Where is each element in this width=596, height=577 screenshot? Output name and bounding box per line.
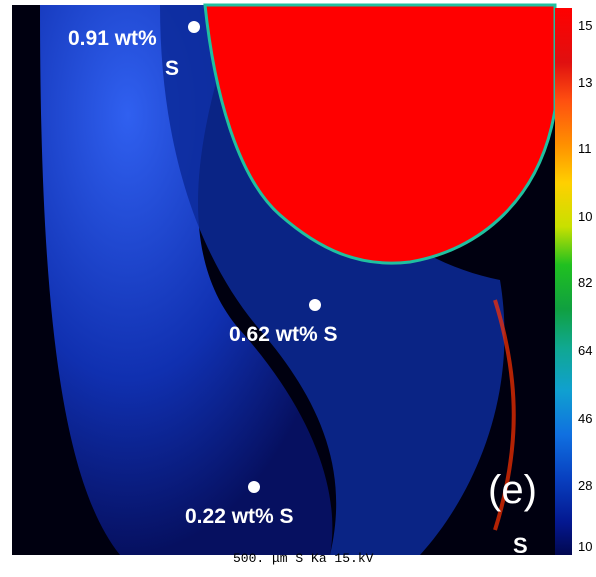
annotation: 0.62 wt% S: [229, 323, 338, 346]
sulfide-vein: [493, 299, 516, 531]
sulfide-grain: [203, 3, 557, 265]
sulfur-region: [40, 5, 333, 555]
colorbar-label: 28: [578, 478, 592, 493]
colorbar-label: 13: [578, 75, 592, 90]
annotation: 0.91 wt%: [68, 27, 157, 50]
spot-marker: [248, 481, 260, 493]
spot-marker: [309, 299, 321, 311]
colorbar-label: 82: [578, 275, 592, 290]
colorbar: [555, 8, 572, 555]
colorbar-labels: 15 13 11 10 82 64 46 28 10: [578, 18, 592, 554]
panel-label: (e): [488, 468, 537, 512]
colorbar-label: 15: [578, 18, 592, 33]
spot-marker: [188, 21, 200, 33]
colorbar-label: 11: [578, 141, 592, 156]
colorbar-label: 10: [578, 209, 592, 224]
element-label: S: [513, 533, 528, 558]
scale-bar-text: 500. μm S Ka 15.kV: [233, 551, 374, 566]
annotation: 0.22 wt% S: [185, 505, 294, 528]
annotation: S: [165, 57, 179, 80]
colorbar-label: 64: [578, 343, 592, 358]
colorbar-label: 46: [578, 411, 592, 426]
colorbar-label: 10: [578, 539, 592, 554]
